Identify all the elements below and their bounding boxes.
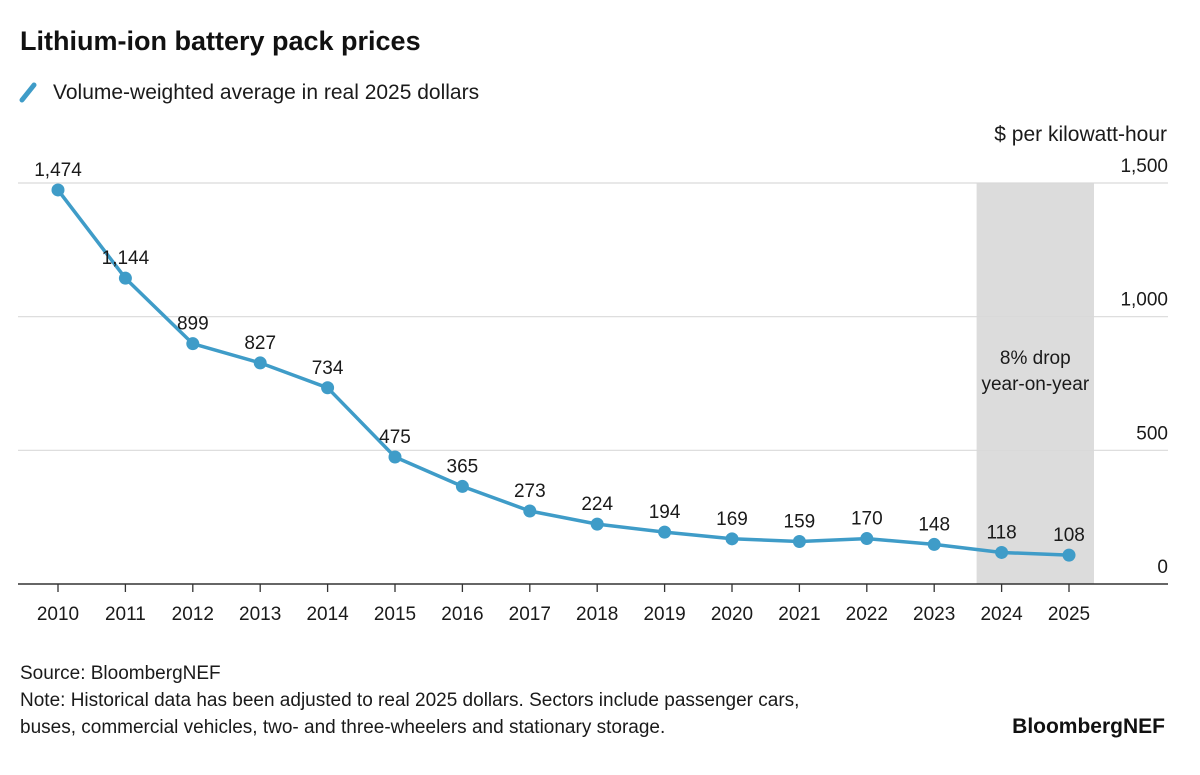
data-label: 108	[1053, 525, 1085, 546]
data-point	[523, 504, 537, 518]
data-label: 365	[447, 456, 479, 477]
data-label: 194	[649, 502, 681, 523]
data-point	[253, 356, 267, 370]
data-label: 169	[716, 509, 748, 530]
x-tick-label: 2013	[239, 604, 281, 625]
data-label: 148	[918, 514, 950, 535]
data-label: 170	[851, 509, 883, 530]
data-point	[118, 271, 132, 285]
x-tick-label: 2023	[913, 604, 955, 625]
data-point	[927, 537, 941, 551]
brand-logo-text: BloombergNEF	[1012, 715, 1165, 738]
x-tick-label: 2015	[374, 604, 416, 625]
data-label: 734	[312, 358, 344, 379]
x-axis-ticks: 2010 2011 2012 2013 2014 2015 2016 2017 2018 2019…	[37, 584, 1090, 625]
annotation-line-2: year-on-year	[981, 374, 1089, 395]
data-label: 224	[581, 494, 613, 515]
highlight-band	[976, 183, 1094, 584]
y-tick-label: 0	[1157, 557, 1168, 578]
data-point	[1062, 548, 1076, 562]
highlight-annotation: 8% drop year-on-year	[981, 348, 1089, 395]
data-label: 273	[514, 481, 546, 502]
x-tick-label: 2025	[1048, 604, 1090, 625]
y-tick-label: 1,500	[1120, 156, 1168, 177]
data-point	[658, 525, 672, 539]
data-point	[590, 517, 604, 531]
data-point	[388, 450, 402, 464]
legend-swatch	[19, 82, 37, 103]
y-axis-unit-label: $ per kilowatt-hour	[994, 123, 1167, 146]
x-tick-label: 2018	[576, 604, 618, 625]
data-point	[860, 532, 874, 546]
data-point	[792, 534, 806, 548]
x-tick-label: 2012	[172, 604, 214, 625]
data-label: 899	[177, 314, 209, 335]
y-axis-ticks: 0 500 1,000 1,500	[1120, 156, 1168, 578]
legend-label: Volume-weighted average in real 2025 dol…	[53, 81, 479, 104]
source-text: Source: BloombergNEF	[20, 663, 221, 684]
data-point	[186, 337, 200, 351]
footer: Source: BloombergNEF Note: Historical da…	[20, 663, 1165, 738]
data-label: 1,144	[102, 248, 150, 269]
annotation-line-1: 8% drop	[1000, 348, 1071, 369]
series-points	[51, 183, 1076, 562]
x-tick-label: 2016	[441, 604, 483, 625]
x-tick-label: 2021	[778, 604, 820, 625]
y-tick-label: 500	[1136, 423, 1168, 444]
data-label: 827	[244, 333, 276, 354]
x-tick-label: 2010	[37, 604, 79, 625]
x-tick-label: 2017	[509, 604, 551, 625]
data-point	[51, 183, 65, 197]
x-tick-label: 2022	[846, 604, 888, 625]
data-label: 1,474	[34, 160, 82, 181]
note-line-2: buses, commercial vehicles, two- and thr…	[20, 717, 665, 738]
x-tick-label: 2011	[105, 604, 146, 625]
data-point	[725, 532, 739, 546]
gridlines	[18, 182, 1168, 451]
series-line	[56, 188, 1071, 557]
note-line-1: Note: Historical data has been adjusted …	[20, 690, 799, 711]
data-label: 159	[784, 511, 816, 532]
x-tick-label: 2020	[711, 604, 753, 625]
data-label: 118	[986, 522, 1016, 543]
x-tick-label: 2014	[306, 604, 349, 625]
y-tick-label: 1,000	[1120, 290, 1168, 311]
x-tick-label: 2024	[980, 604, 1023, 625]
chart-title: Lithium-ion battery pack prices	[20, 26, 421, 56]
data-label: 475	[379, 427, 411, 448]
data-point	[455, 479, 469, 493]
data-labels: 1,474 1,144 899 827 734 475 365 273 224 194 169 159…	[34, 160, 1085, 546]
data-point	[321, 381, 335, 395]
x-tick-label: 2019	[643, 604, 685, 625]
data-point	[995, 545, 1009, 559]
legend: Volume-weighted average in real 2025 dol…	[19, 81, 479, 104]
